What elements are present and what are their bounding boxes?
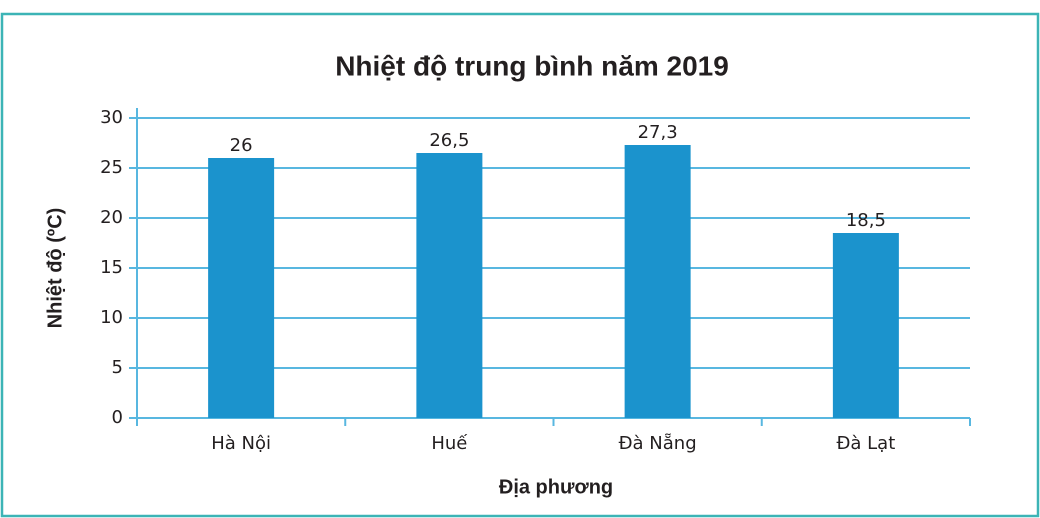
y-tick-label: 25 xyxy=(100,157,123,178)
y-tick-label: 10 xyxy=(100,307,123,328)
bar xyxy=(832,233,899,418)
x-tick-label: Đà Nẵng xyxy=(619,433,697,454)
y-tick-label: 0 xyxy=(112,407,123,428)
x-tick-label: Hà Nội xyxy=(211,433,271,454)
x-tick-label: Huế xyxy=(431,433,468,454)
x-tick-label: Đà Lạt xyxy=(836,433,895,454)
y-tick-label: 15 xyxy=(100,257,123,278)
bar xyxy=(208,158,275,418)
value-label: 18,5 xyxy=(846,210,886,231)
value-label: 26,5 xyxy=(429,130,469,151)
chart-title: Nhiệt độ trung bình năm 2019 xyxy=(335,50,729,81)
x-axis-title: Địa phương xyxy=(499,476,613,498)
value-label: 26 xyxy=(230,135,253,156)
y-tick-label: 20 xyxy=(100,207,123,228)
y-tick-label: 5 xyxy=(112,357,123,378)
bar xyxy=(416,153,483,418)
y-tick-label: 30 xyxy=(100,107,123,128)
value-label: 27,3 xyxy=(638,122,678,143)
bar xyxy=(624,145,691,418)
frame xyxy=(0,12,1040,518)
y-axis-title: Nhiệt độ (ºC) xyxy=(44,208,66,329)
